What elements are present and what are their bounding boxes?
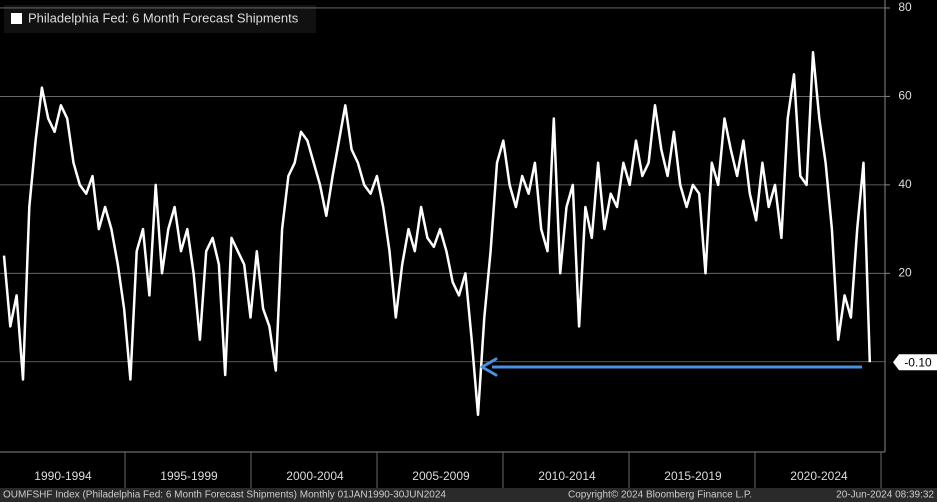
x-tick-label: 2015-2019: [664, 469, 722, 483]
footer-center: Copyright© 2024 Bloomberg Finance L.P.: [568, 490, 752, 501]
y-tick-label: 80: [898, 0, 912, 14]
last-value-box: [893, 354, 937, 371]
y-tick-label: 60: [898, 89, 912, 103]
x-tick-label: 2020-2024: [790, 469, 848, 483]
series-line: [2, 50, 872, 417]
legend-label: Philadelphia Fed: 6 Month Forecast Shipm…: [28, 10, 299, 25]
annotation-arrowhead: [480, 357, 498, 377]
footer-left: OUMFSHF Index (Philadelphia Fed: 6 Month…: [3, 490, 446, 501]
y-tick-label: 20: [898, 265, 912, 279]
x-tick-label: 2010-2014: [538, 469, 596, 483]
x-tick-label: 1995-1999: [160, 469, 218, 483]
last-value-label: -0.10: [904, 355, 932, 369]
y-tick-label: 40: [898, 177, 912, 191]
legend-box: [4, 5, 316, 33]
x-tick-label: 2000-2004: [286, 469, 344, 483]
legend-swatch: [11, 13, 22, 24]
x-tick-label: 2005-2009: [412, 469, 470, 483]
footer-right: 20-Jun-2024 08:39:32: [836, 490, 934, 501]
footer-bar: [0, 488, 937, 502]
x-tick-label: 1990-1994: [34, 469, 92, 483]
